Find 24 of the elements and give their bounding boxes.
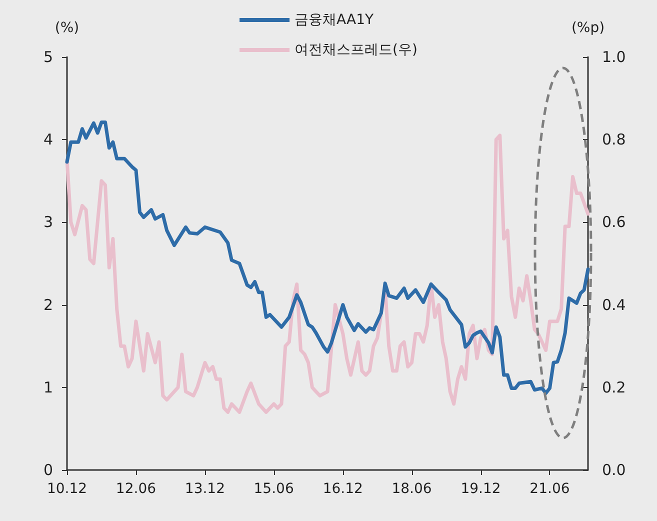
y-tick-label: 3	[43, 213, 53, 232]
y-tick-label: 2	[43, 296, 53, 314]
y2-tick-label: 0.6	[602, 213, 626, 232]
y-tick-label: 4	[43, 130, 53, 149]
x-tick-label: 21.06	[530, 481, 570, 497]
y-axis-title: (%)	[54, 20, 80, 36]
x-tick-label: 13.12	[184, 481, 226, 497]
x-tick-label: 18.06	[392, 481, 432, 497]
x-tick-label: 16.12	[322, 481, 363, 497]
y2-tick-label: 0.0	[602, 461, 626, 479]
legend-label: 금융채AA1Y	[294, 12, 374, 28]
x-tick-label: 10.12	[46, 481, 88, 497]
x-tick-label: 15.06	[254, 481, 294, 497]
x-tick-label: 12.06	[116, 481, 156, 497]
y2-tick-label: 0.8	[602, 130, 626, 149]
x-tick-label: 19.12	[460, 481, 501, 497]
legend-label: 여전채스프레드(우)	[294, 42, 418, 58]
y2-tick-label: 0.2	[602, 378, 626, 396]
y-tick-label: 0	[43, 461, 53, 479]
y2-tick-label: 0.4	[602, 296, 626, 314]
y2-tick-label: 1.0	[602, 48, 626, 66]
y-tick-label: 1	[43, 378, 53, 396]
y2-axis-title: (%p)	[571, 20, 605, 36]
y-tick-label: 5	[43, 48, 53, 66]
